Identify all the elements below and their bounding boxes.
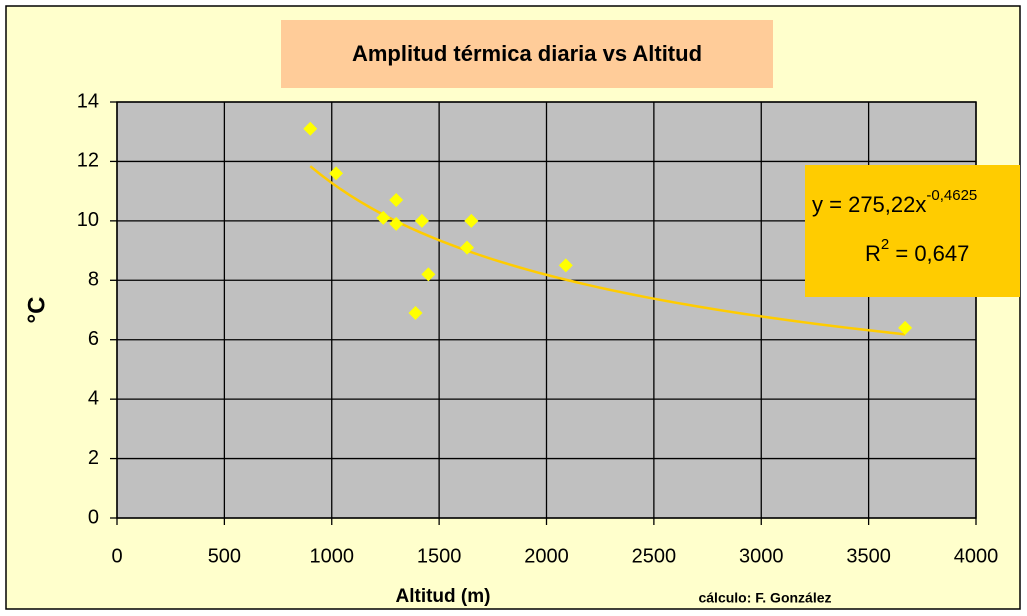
point xyxy=(898,320,913,335)
point xyxy=(408,305,423,320)
y-tick-label: 14 xyxy=(77,90,99,112)
point xyxy=(376,210,391,225)
x-tick-label: 500 xyxy=(208,545,241,567)
x-tick-label: 3000 xyxy=(739,545,784,567)
eq-y: y = xyxy=(812,192,848,217)
y-tick-label: 8 xyxy=(88,269,99,291)
point xyxy=(389,193,404,208)
r2-superscript: 2 xyxy=(881,236,889,253)
credit: cálculo: F. González xyxy=(698,590,831,606)
point xyxy=(414,213,429,228)
r2-value: 0,647 xyxy=(914,241,969,266)
trendline xyxy=(309,165,906,336)
y-tick-label: 12 xyxy=(77,150,99,172)
r2-equals: = xyxy=(889,241,914,266)
x-tick-label: 1000 xyxy=(310,545,355,567)
y-tick-label: 0 xyxy=(88,506,99,528)
x-tick-label: 2000 xyxy=(524,545,569,567)
equation-box xyxy=(805,165,1020,297)
point xyxy=(389,216,404,231)
x-tick-label: 2500 xyxy=(632,545,677,567)
r2-symbol: R xyxy=(865,241,881,266)
point xyxy=(460,240,475,255)
x-tick-label: 3500 xyxy=(846,545,891,567)
point xyxy=(303,121,318,136)
equation-group: y = 275,22x-0,4625 R2 = 0,647 xyxy=(805,165,1020,297)
y-axis-label: °C xyxy=(23,297,50,324)
eq-exponent: -0,4625 xyxy=(926,187,977,204)
r-squared: R2 = 0,647 xyxy=(865,236,969,266)
y-tick-label: 4 xyxy=(88,387,99,409)
x-tick-label: 0 xyxy=(111,545,122,567)
y-tick-label: 2 xyxy=(88,447,99,469)
y-tick-label: 10 xyxy=(77,209,99,231)
eq-x: x xyxy=(915,192,926,217)
title-box xyxy=(281,20,773,88)
x-tick-label: 1500 xyxy=(417,545,462,567)
y-tick-label: 6 xyxy=(88,328,99,350)
chart-title: Amplitud térmica diaria vs Altitud xyxy=(352,41,702,66)
x-axis-label: Altitud (m) xyxy=(396,586,491,607)
eq-coefficient: 275,22 xyxy=(848,192,915,217)
point xyxy=(421,267,436,282)
marks xyxy=(303,121,913,336)
x-tick-label: 4000 xyxy=(954,545,999,567)
point xyxy=(464,213,479,228)
point xyxy=(329,166,344,181)
point xyxy=(558,258,573,273)
equation: y = 275,22x-0,4625 xyxy=(812,187,977,217)
